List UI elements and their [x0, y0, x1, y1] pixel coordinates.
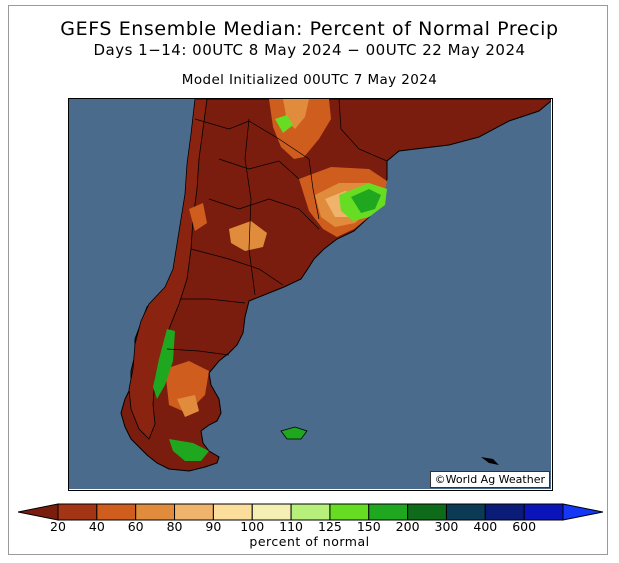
colorbar-tick-label: 80	[166, 519, 183, 534]
colorbar-box	[484, 503, 525, 521]
colorbar-tick-label: 40	[88, 519, 105, 534]
precip-patch-green-north	[275, 115, 293, 133]
figure-frame	[8, 5, 608, 555]
map-subtitle: Days 1−14: 00UTC 8 May 2024 − 00UTC 22 M…	[93, 41, 526, 59]
colorbar-tick-label: 300	[434, 519, 459, 534]
colorbar-box	[368, 503, 409, 521]
colorbar-box	[445, 503, 486, 521]
precip-patch-60	[269, 99, 331, 159]
precip-patch-green-tip	[169, 439, 209, 461]
precip-patch-tan-west	[189, 203, 207, 231]
colorbar-box	[96, 503, 137, 521]
colorbar-high-arrow	[562, 503, 603, 521]
colorbar-box	[174, 503, 214, 521]
colorbar-box	[135, 503, 176, 521]
precip-patch-green-chile	[153, 329, 175, 399]
colorbar-tick-label: 200	[395, 519, 420, 534]
colorbar-tick-label: 90	[205, 519, 222, 534]
colorbar-tick-label: 60	[127, 519, 144, 534]
colorbar-tick-label: 110	[279, 519, 303, 534]
colorbar-low-arrow	[18, 503, 59, 521]
colorbar-box	[212, 503, 253, 521]
colorbar-tick-label: 100	[240, 519, 265, 534]
precip-patch-tan-center	[229, 221, 267, 251]
precip-patch-200	[351, 189, 381, 213]
credit-label: ©World Ag Weather	[429, 471, 550, 488]
colorbar-tick-label: 400	[473, 519, 498, 534]
precip-patch-orange-south	[165, 361, 209, 413]
colorbar-tick-label: 600	[512, 519, 537, 534]
colorbar-label: percent of normal	[249, 534, 370, 549]
colorbar-box	[329, 503, 370, 521]
model-init-text: Model Initialized 00UTC 7 May 2024	[181, 72, 438, 88]
falkland-islands	[280, 426, 308, 440]
south-georgia-island	[481, 457, 499, 465]
colorbar-box	[251, 503, 292, 521]
colorbar-box	[523, 503, 564, 521]
map-title: GEFS Ensemble Median: Percent of Normal …	[60, 18, 559, 40]
colorbar-box	[407, 503, 447, 521]
province-borders	[166, 99, 388, 356]
colorbar-ticks: 20 40 60 80 90 100 110 125 150 200 300 400 600	[0, 519, 619, 535]
map-canvas	[69, 99, 551, 489]
colorbar-box	[57, 503, 98, 521]
colorbar-tick-label: 20	[50, 519, 66, 534]
colorbar-box	[290, 503, 331, 521]
colorbar	[18, 503, 603, 521]
precip-map: ©World Ag Weather	[68, 98, 553, 491]
colorbar-tick-label: 150	[356, 519, 381, 534]
colorbar-tick-label: 125	[317, 519, 342, 534]
precip-patch-tan-south	[177, 395, 199, 417]
